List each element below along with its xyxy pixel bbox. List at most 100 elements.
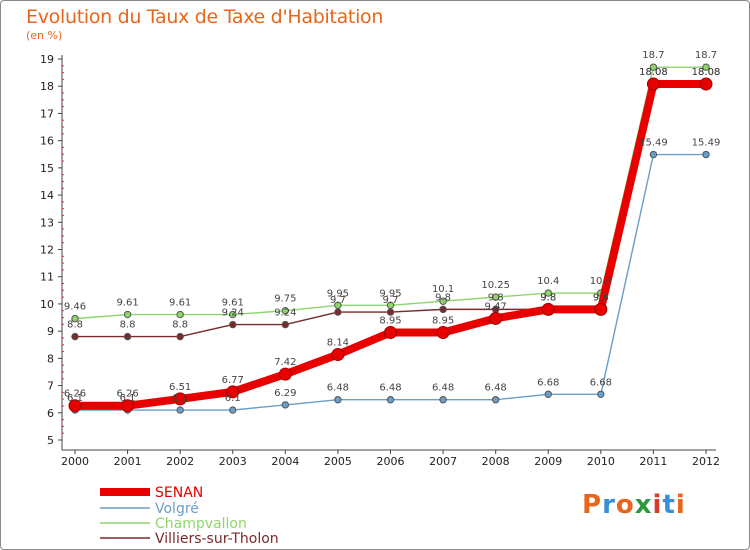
data-label: 9.8 (540, 292, 556, 303)
data-label: 8.14 (327, 338, 349, 349)
y-tick-label: 7 (47, 380, 54, 393)
data-label: 9.46 (64, 302, 86, 313)
logo-letter: i (652, 490, 663, 520)
data-point (489, 311, 503, 325)
chart-data-labels: 6.1 6.1 6.1 6.1 6.29 6.48 6.48 6.48 6.48 6.68 6.68… (64, 50, 720, 404)
x-tick-label: 2000 (61, 455, 89, 468)
y-tick-label: 17 (40, 107, 54, 120)
data-point (71, 332, 79, 341)
logo-letter: x (634, 490, 653, 520)
data-label: 8.8 (172, 320, 188, 331)
data-label: 10.1 (432, 284, 454, 295)
x-tick-label: 2012 (692, 455, 720, 468)
data-point (278, 367, 292, 381)
data-point (491, 396, 500, 404)
x-tick-label: 2004 (271, 455, 299, 468)
data-point (702, 150, 710, 159)
x-tick-label: 2008 (482, 455, 510, 468)
data-label: 9.61 (116, 298, 138, 309)
y-tick-label: 14 (40, 189, 54, 202)
logo-letter: i (675, 490, 686, 520)
y-tick-label: 5 (47, 434, 54, 447)
data-point (439, 305, 447, 314)
data-label: 6.29 (274, 388, 296, 399)
x-tick-label: 2003 (219, 455, 247, 468)
data-label: 6.48 (327, 383, 349, 394)
data-point (646, 77, 660, 91)
y-tick-label: 13 (40, 216, 54, 229)
y-tick-label: 15 (40, 162, 54, 175)
data-label: 9.95 (327, 288, 349, 299)
data-point (597, 390, 605, 398)
data-point (439, 396, 447, 404)
data-label: 9.8 (488, 292, 504, 303)
logo-letter: r (602, 490, 616, 520)
data-label: 18.08 (639, 67, 668, 78)
data-point (334, 308, 342, 316)
y-tick-label: 16 (40, 135, 54, 148)
data-point (123, 310, 132, 319)
y-tick-label: 19 (40, 53, 54, 66)
data-label: 9.8 (435, 292, 451, 303)
data-label: 9.61 (169, 298, 191, 309)
data-label: 8.8 (120, 320, 136, 331)
data-point (439, 297, 447, 305)
y-tick-label: 11 (40, 271, 54, 284)
data-label: 9.8 (593, 292, 609, 303)
data-point (123, 332, 132, 341)
data-label: 18.7 (642, 50, 664, 61)
y-tick-label: 8 (47, 352, 54, 365)
data-point (541, 302, 555, 316)
data-point (281, 320, 290, 329)
data-label: 9.61 (222, 298, 244, 309)
data-point (176, 332, 184, 341)
data-label: 6.77 (222, 375, 244, 386)
chart-lines (68, 63, 713, 414)
data-label: 18.08 (692, 67, 721, 78)
data-label: 15.49 (692, 138, 721, 149)
data-label: 6.48 (379, 383, 401, 394)
data-label: 6.1 (67, 393, 83, 404)
data-point (176, 310, 184, 319)
logo-letter: P (582, 490, 603, 520)
data-label: 9.95 (379, 288, 401, 299)
data-point (229, 310, 237, 319)
legend-label: Villiers-sur-Tholon (155, 531, 279, 547)
data-label: 6.1 (172, 393, 188, 404)
data-point (386, 396, 395, 404)
data-label: 10.4 (590, 276, 612, 287)
data-label: 9.8 (593, 292, 609, 303)
logo-letter: t (662, 490, 676, 520)
data-point (594, 302, 608, 316)
data-label: 8.8 (67, 320, 83, 331)
x-tick-label: 2005 (324, 455, 352, 468)
y-tick-label: 6 (47, 407, 54, 420)
x-tick-label: 2010 (587, 455, 615, 468)
data-label: 6.1 (120, 393, 136, 404)
data-point (229, 320, 237, 329)
legend-label: SENAN (155, 485, 203, 501)
data-point (649, 150, 658, 159)
data-label: 9.7 (383, 295, 399, 306)
x-tick-label: 2001 (114, 455, 142, 468)
data-label: 6.1 (225, 393, 241, 404)
data-label: 6.26 (64, 389, 86, 400)
data-label: 8.95 (432, 316, 454, 327)
data-label: 15.49 (639, 138, 668, 149)
y-tick-label: 10 (40, 298, 54, 311)
data-label: 18.08 (692, 67, 721, 78)
data-label: 9.24 (222, 308, 244, 319)
logo-letter: o (615, 490, 635, 520)
data-point (68, 399, 82, 413)
data-label: 9.24 (274, 308, 296, 319)
data-label: 18.08 (639, 67, 668, 78)
data-label: 9.47 (485, 301, 507, 312)
data-label: 9.7 (330, 295, 346, 306)
data-point (331, 348, 345, 362)
y-tick-label: 18 (40, 80, 54, 93)
data-point (699, 77, 713, 91)
data-label: 6.26 (116, 389, 138, 400)
data-label: 6.51 (169, 382, 191, 393)
